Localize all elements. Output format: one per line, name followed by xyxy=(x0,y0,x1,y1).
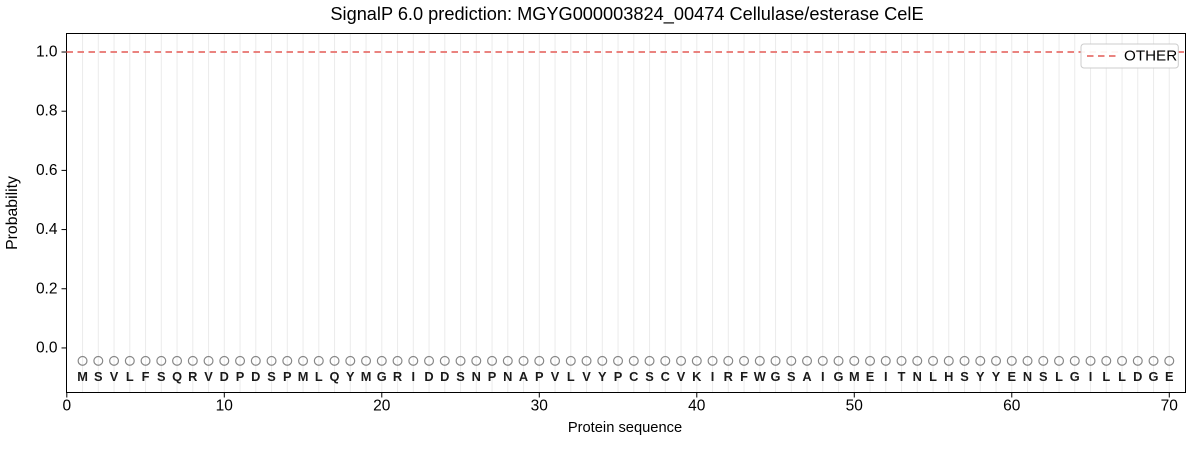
svg-text:E: E xyxy=(866,369,875,384)
svg-text:G: G xyxy=(1070,369,1080,384)
svg-text:S: S xyxy=(157,369,166,384)
svg-text:A: A xyxy=(802,369,811,384)
svg-text:60: 60 xyxy=(1003,398,1021,415)
svg-text:V: V xyxy=(204,369,213,384)
svg-text:L: L xyxy=(1102,369,1110,384)
svg-text:0.0: 0.0 xyxy=(36,339,58,356)
svg-text:E: E xyxy=(1008,369,1017,384)
svg-text:Y: Y xyxy=(992,369,1001,384)
svg-text:A: A xyxy=(519,369,528,384)
svg-text:0.4: 0.4 xyxy=(36,221,58,238)
svg-text:Y: Y xyxy=(346,369,355,384)
svg-text:P: P xyxy=(535,369,544,384)
svg-text:S: S xyxy=(645,369,654,384)
svg-text:S: S xyxy=(1039,369,1048,384)
svg-text:L: L xyxy=(1055,369,1063,384)
svg-text:V: V xyxy=(582,369,591,384)
svg-text:D: D xyxy=(251,369,260,384)
svg-text:S: S xyxy=(787,369,796,384)
svg-text:I: I xyxy=(711,369,715,384)
svg-text:M: M xyxy=(849,369,860,384)
svg-text:P: P xyxy=(236,369,245,384)
svg-text:Y: Y xyxy=(976,369,985,384)
svg-text:D: D xyxy=(1133,369,1142,384)
svg-text:L: L xyxy=(126,369,134,384)
svg-text:S: S xyxy=(456,369,465,384)
svg-text:Q: Q xyxy=(330,369,340,384)
svg-text:Probability: Probability xyxy=(4,176,21,250)
svg-text:D: D xyxy=(440,369,449,384)
svg-text:40: 40 xyxy=(688,398,706,415)
svg-text:V: V xyxy=(551,369,560,384)
svg-text:I: I xyxy=(412,369,416,384)
svg-text:D: D xyxy=(424,369,433,384)
svg-text:C: C xyxy=(661,369,670,384)
svg-text:I: I xyxy=(1089,369,1093,384)
svg-text:L: L xyxy=(567,369,575,384)
svg-text:M: M xyxy=(361,369,372,384)
svg-text:M: M xyxy=(77,369,88,384)
svg-text:P: P xyxy=(614,369,623,384)
svg-text:R: R xyxy=(724,369,733,384)
svg-text:G: G xyxy=(834,369,844,384)
svg-text:L: L xyxy=(315,369,323,384)
svg-text:Protein sequence: Protein sequence xyxy=(568,420,682,436)
svg-text:G: G xyxy=(377,369,387,384)
svg-text:C: C xyxy=(629,369,638,384)
svg-text:R: R xyxy=(188,369,197,384)
svg-text:N: N xyxy=(1023,369,1032,384)
svg-text:I: I xyxy=(884,369,888,384)
svg-text:K: K xyxy=(692,369,702,384)
svg-text:L: L xyxy=(929,369,937,384)
svg-text:0.2: 0.2 xyxy=(36,280,58,297)
svg-text:50: 50 xyxy=(846,398,864,415)
svg-text:G: G xyxy=(1149,369,1159,384)
svg-text:0.6: 0.6 xyxy=(36,162,58,179)
svg-text:L: L xyxy=(1118,369,1126,384)
svg-text:S: S xyxy=(267,369,276,384)
svg-text:Y: Y xyxy=(598,369,607,384)
svg-text:E: E xyxy=(1165,369,1174,384)
svg-text:SignalP 6.0 prediction: MGYG00: SignalP 6.0 prediction: MGYG000003824_00… xyxy=(330,4,923,25)
svg-text:S: S xyxy=(960,369,969,384)
svg-text:10: 10 xyxy=(216,398,234,415)
svg-text:R: R xyxy=(393,369,402,384)
svg-text:N: N xyxy=(472,369,481,384)
svg-text:P: P xyxy=(283,369,292,384)
svg-text:F: F xyxy=(142,369,150,384)
svg-text:OTHER: OTHER xyxy=(1124,48,1177,65)
svg-text:70: 70 xyxy=(1161,398,1179,415)
svg-text:Q: Q xyxy=(172,369,182,384)
svg-text:0.8: 0.8 xyxy=(36,103,58,120)
svg-text:F: F xyxy=(740,369,748,384)
svg-text:W: W xyxy=(754,369,767,384)
svg-text:N: N xyxy=(913,369,922,384)
svg-text:30: 30 xyxy=(531,398,549,415)
svg-text:N: N xyxy=(503,369,512,384)
svg-text:20: 20 xyxy=(373,398,391,415)
svg-text:T: T xyxy=(898,369,906,384)
svg-text:M: M xyxy=(298,369,309,384)
svg-text:I: I xyxy=(821,369,825,384)
svg-text:P: P xyxy=(488,369,497,384)
svg-text:V: V xyxy=(677,369,686,384)
svg-text:H: H xyxy=(944,369,953,384)
svg-text:D: D xyxy=(220,369,229,384)
svg-text:0: 0 xyxy=(62,398,71,415)
svg-text:1.0: 1.0 xyxy=(36,44,58,61)
svg-text:S: S xyxy=(94,369,103,384)
svg-text:V: V xyxy=(110,369,119,384)
svg-text:G: G xyxy=(771,369,781,384)
